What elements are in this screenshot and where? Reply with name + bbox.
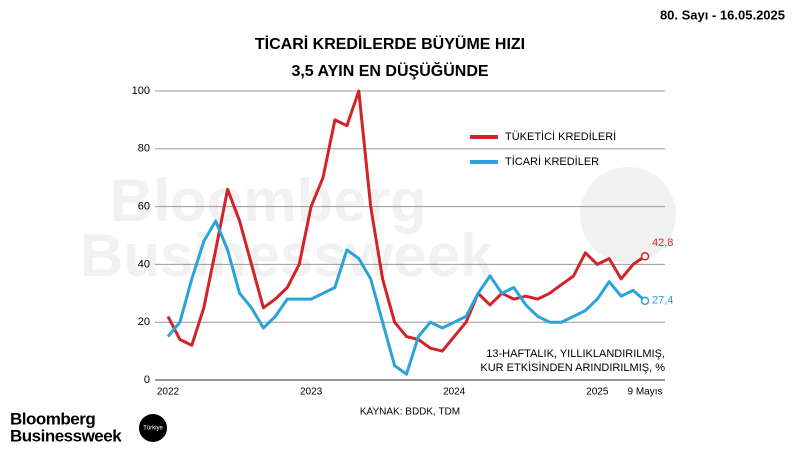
- badge-text: Türkiye: [143, 426, 163, 432]
- y-tick-label: 20: [138, 316, 150, 328]
- logo: Businessweek: [10, 426, 122, 445]
- x-tick-label: 2024: [443, 387, 466, 398]
- legend-label: TÜKETİCİ KREDİLERİ: [505, 130, 616, 143]
- x-tick-label: 2023: [300, 387, 323, 398]
- series-line: [166, 219, 646, 376]
- note: KUR ETKİSİNDEN ARINDIRILMIŞ, %: [480, 361, 665, 374]
- chart-title: 3,5 AYIN EN DÜŞÜĞÜNDE: [291, 61, 488, 80]
- y-tick-label: 40: [138, 258, 150, 270]
- y-tick-label: 80: [138, 143, 150, 155]
- x-tick-label: 9 Mayıs: [627, 387, 662, 398]
- value-label: 27,4: [652, 295, 673, 307]
- note: 13-HAFTALIK, YILLIKLANDIRILMIŞ,: [486, 348, 665, 360]
- y-tick-label: 60: [138, 201, 150, 213]
- logo: Bloomberg: [10, 409, 95, 428]
- y-tick-label: 0: [144, 374, 150, 386]
- watermark: Businessweek: [80, 222, 494, 289]
- watermark-badge: [580, 167, 676, 263]
- end-point: [640, 252, 650, 261]
- y-tick-label: 100: [132, 85, 150, 97]
- x-tick-label: 2025: [586, 387, 609, 398]
- series-line: [166, 89, 646, 353]
- source: KAYNAK: BDDK, TDM: [360, 407, 460, 418]
- legend-label: TİCARİ KREDİLER: [505, 155, 599, 168]
- x-tick-label: 2022: [157, 387, 180, 398]
- badge: [139, 414, 167, 442]
- end-point: [640, 296, 650, 306]
- chart-title: TİCARİ KREDİLERDE BÜYÜME HIZI: [255, 34, 525, 53]
- value-label: 42,8: [652, 237, 673, 249]
- issue: 80. Sayı - 16.05.2025: [660, 7, 785, 22]
